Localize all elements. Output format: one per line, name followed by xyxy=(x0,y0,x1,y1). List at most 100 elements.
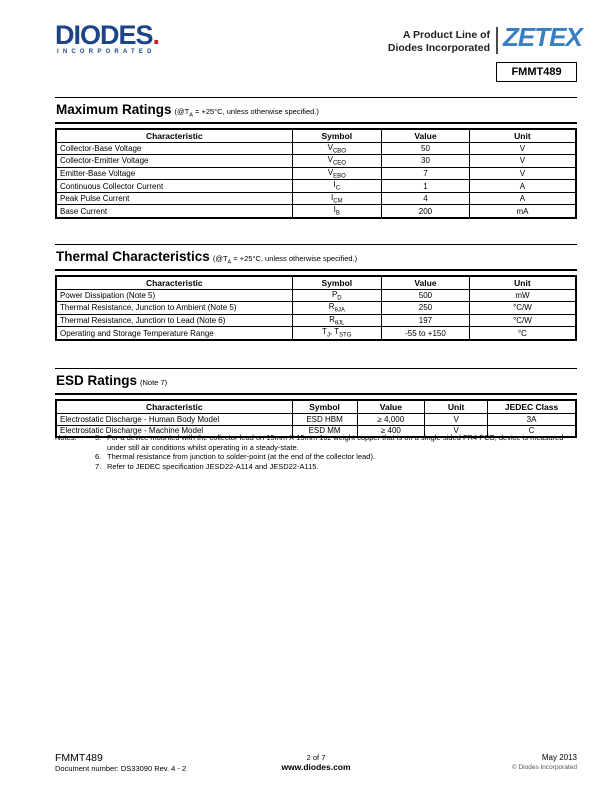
table-cell: VCEO xyxy=(291,154,383,168)
footer-part-number: FMMT489 xyxy=(55,752,103,764)
thermal-heading: Thermal Characteristics (@TA = +25°C, unl… xyxy=(55,244,577,271)
table-cell: °C xyxy=(468,326,577,341)
esd-title: ESD Ratings xyxy=(56,373,138,388)
table-header-row: Characteristic Symbol Value Unit xyxy=(55,275,577,290)
table-cell: RθJA xyxy=(291,301,383,315)
table-row: Emitter-Base Voltage VEBO 7 V xyxy=(55,166,577,181)
diodes-logo-dot: . xyxy=(152,20,160,50)
table-cell: RθJL xyxy=(291,313,383,328)
table-cell: 500 xyxy=(381,288,470,303)
max-ratings-heading: Maximum Ratings (@TA = +25°C, unless othe… xyxy=(55,97,577,124)
table-cell: 50 xyxy=(381,141,470,156)
column-header: Unit xyxy=(468,275,577,290)
table-cell: Collector-Emitter Voltage xyxy=(55,154,293,168)
table-cell: V xyxy=(468,154,577,168)
diodes-logo-subtext: INCORPORATED xyxy=(57,49,156,55)
table-cell: Base Current xyxy=(55,204,293,219)
column-header: Unit xyxy=(424,399,489,414)
table-cell: Peak Pulse Current xyxy=(55,191,293,206)
table-row: Peak Pulse Current ICM 4 A xyxy=(55,191,577,206)
table-cell: Thermal Resistance, Junction to Ambient … xyxy=(55,301,293,315)
table-cell: A xyxy=(468,191,577,206)
table-cell: °C/W xyxy=(468,313,577,328)
footer-page-info: 2 of 7 xyxy=(306,753,326,762)
note-item: 5. For a device mounted with the collect… xyxy=(95,433,577,452)
max-ratings-section: Maximum Ratings (@TA = +25°C, unless othe… xyxy=(55,97,577,220)
column-header: JEDEC Class xyxy=(487,399,577,414)
table-cell: A xyxy=(468,179,577,193)
part-number-box: FMMT489 xyxy=(496,62,577,82)
diodes-wordmark: DIODES. xyxy=(55,20,160,50)
column-header: Characteristic xyxy=(55,128,293,143)
table-cell: V xyxy=(468,166,577,181)
column-header: Characteristic xyxy=(55,275,293,290)
table-cell: ≥ 4,000 xyxy=(356,412,426,426)
table-cell: VEBO xyxy=(291,166,383,181)
max-ratings-table: Characteristic Symbol Value Unit Collector-B… xyxy=(55,128,577,220)
diodes-logo-text: DIODES xyxy=(55,20,154,50)
table-cell: °C/W xyxy=(468,301,577,315)
product-line-line2: Diodes Incorporated xyxy=(387,41,490,54)
table-row: Operating and Storage Temperature Range T… xyxy=(55,326,577,341)
table-row: Thermal Resistance, Junction to Lead (No… xyxy=(55,313,577,328)
footer-copyright: © Diodes Incorporated xyxy=(511,764,577,771)
thermal-subtitle: (@TA = +25°C, unless otherwise specified… xyxy=(212,254,358,266)
table-cell: 4 xyxy=(381,191,470,206)
zetex-logo: ZETEX xyxy=(503,22,583,52)
esd-section: ESD Ratings (Note 7) Characteristic Symbol… xyxy=(55,368,577,438)
footer-website-link[interactable]: www.diodes.com xyxy=(281,762,351,772)
thermal-table: Characteristic Symbol Value Unit Power Dissi… xyxy=(55,275,577,341)
note-number: 5. xyxy=(95,433,102,442)
thermal-section: Thermal Characteristics (@TA = +25°C, unl… xyxy=(55,244,577,341)
table-row: Electrostatic Discharge - Human Body Mod… xyxy=(55,412,577,426)
table-cell: ESD HBM xyxy=(291,412,358,426)
column-header: Value xyxy=(381,275,470,290)
table-row: Base Current IB 200 mA xyxy=(55,204,577,219)
esd-table: Characteristic Symbol Value Unit JEDEC Class… xyxy=(55,399,577,438)
table-cell: Electrostatic Discharge - Machine Model xyxy=(55,424,293,438)
notes-label: Notes: xyxy=(55,433,77,442)
table-cell: Collector-Base Voltage xyxy=(55,141,293,156)
note-number: 7. xyxy=(95,461,102,471)
table-cell: Emitter-Base Voltage xyxy=(55,166,293,181)
column-header: Symbol xyxy=(291,275,383,290)
footer-center: 2 of 7 www.diodes.com xyxy=(55,753,577,773)
column-header: Unit xyxy=(468,128,577,143)
table-cell: Electrostatic Discharge - Human Body Mod… xyxy=(55,412,293,426)
table-cell: TJ, TSTG xyxy=(291,326,383,341)
table-cell: Operating and Storage Temperature Range xyxy=(55,326,293,341)
column-header: Value xyxy=(356,399,426,414)
table-cell: IB xyxy=(291,204,383,219)
page-footer: FMMT489 Document number: DS33090 Rev. 4 … xyxy=(55,752,577,778)
table-cell: Thermal Resistance, Junction to Lead (No… xyxy=(55,313,293,328)
max-ratings-title: Maximum Ratings xyxy=(56,102,172,117)
product-line-text: A Product Line of Diodes Incorporated xyxy=(355,29,490,54)
table-cell: V xyxy=(468,141,577,156)
table-cell: IC xyxy=(291,179,383,193)
diodes-logo: DIODES. INCORPORATED xyxy=(55,20,160,56)
table-header-row: Characteristic Symbol Value Unit JEDEC Class xyxy=(55,399,577,414)
note-text: For a device mounted with the collector … xyxy=(107,433,564,452)
note-text: Thermal resistance from junction to sold… xyxy=(107,452,376,461)
table-cell: Continuous Collector Current xyxy=(55,179,293,193)
table-cell: V xyxy=(424,424,489,438)
notes: Notes: 5. For a device mounted with the … xyxy=(55,433,577,471)
table-cell: V xyxy=(424,412,489,426)
column-header: Value xyxy=(381,128,470,143)
table-cell: -55 to +150 xyxy=(381,326,470,341)
column-header: Symbol xyxy=(291,128,383,143)
note-number: 6. xyxy=(95,452,102,461)
notes-list: 5. For a device mounted with the collect… xyxy=(95,433,577,471)
esd-heading: ESD Ratings (Note 7) xyxy=(55,368,577,395)
footer-left: FMMT489 Document number: DS33090 Rev. 4 … xyxy=(55,752,186,774)
table-cell: ESD MM xyxy=(291,424,358,438)
table-cell: 30 xyxy=(381,154,470,168)
table-cell: C xyxy=(487,424,577,438)
footer-date: May 2013 xyxy=(541,753,577,762)
thermal-title: Thermal Characteristics xyxy=(56,249,210,264)
footer-doc-number: Document number: DS33090 Rev. 4 - 2 xyxy=(55,764,187,773)
table-cell: mA xyxy=(468,204,577,219)
table-row: Power Dissipation (Note 5) PD 500 mW xyxy=(55,288,577,303)
table-row: Collector-Base Voltage VCBO 50 V xyxy=(55,141,577,156)
